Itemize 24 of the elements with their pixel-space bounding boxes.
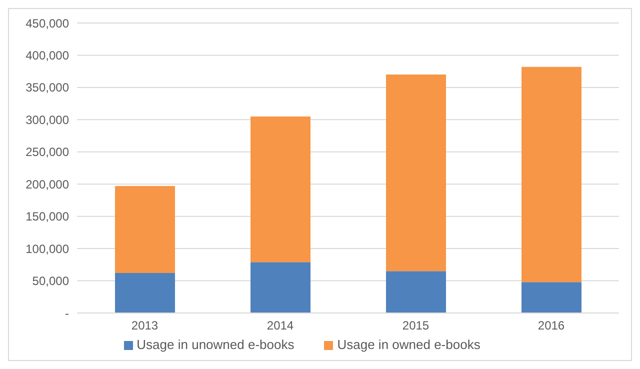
y-tick-label: 400,000 — [26, 48, 70, 62]
y-tick-label: 50,000 — [32, 274, 70, 288]
y-tick-label: 350,000 — [26, 80, 70, 95]
x-tick-label: 2016 — [538, 318, 565, 333]
bar — [386, 271, 446, 313]
bar — [250, 262, 310, 313]
y-tick-label: 300,000 — [26, 112, 70, 127]
bar — [115, 273, 175, 313]
x-tick-label: 2013 — [131, 318, 158, 333]
y-tick-label: 150,000 — [26, 210, 70, 224]
bar — [386, 74, 446, 272]
bar — [522, 282, 582, 313]
bar — [115, 186, 175, 274]
y-tick-label: 100,000 — [26, 242, 70, 256]
bar — [522, 66, 582, 282]
bar — [250, 116, 310, 262]
x-tick-label: 2015 — [402, 318, 430, 333]
x-tick-label: 2014 — [266, 318, 294, 333]
y-tick-label: 250,000 — [26, 145, 70, 160]
legend-label: Usage in unowned e-books — [136, 337, 294, 352]
y-tick-label: - — [65, 306, 69, 320]
y-tick-label: 450,000 — [26, 16, 70, 30]
legend-label: Usage in owned e-books — [337, 337, 480, 352]
y-tick-label: 200,000 — [26, 177, 70, 192]
